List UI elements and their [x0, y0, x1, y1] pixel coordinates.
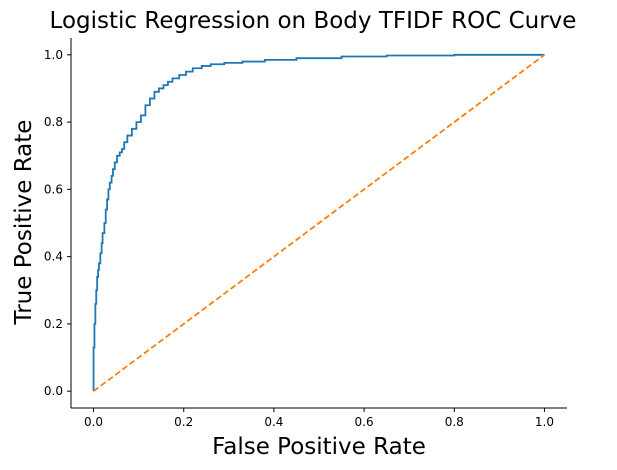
x-tick-label: 0.4 — [264, 415, 283, 429]
x-tick-label: 0.6 — [355, 415, 374, 429]
chance-diagonal-line — [93, 54, 545, 392]
plot-area — [92, 53, 545, 392]
y-tick-label: 1.0 — [44, 48, 63, 62]
y-tick-label: 0.0 — [44, 384, 63, 398]
x-tick-label: 1.0 — [535, 415, 554, 429]
axes: 0.0 0.2 0.4 0.6 0.8 1.0 0.0 0.2 0.4 0.6 0.8 1.0 — [44, 38, 567, 429]
x-tick-label: 0.2 — [174, 415, 193, 429]
y-tick-label: 0.4 — [44, 250, 63, 264]
y-tick-label: 0.8 — [44, 115, 63, 129]
y-axis-label: True Positive Rate — [11, 120, 37, 326]
x-axis-label: False Positive Rate — [212, 434, 426, 460]
x-tick-label: 0.8 — [445, 415, 464, 429]
y-tick-label: 0.6 — [44, 182, 63, 196]
chart-title: Logistic Regression on Body TFIDF ROC Cu… — [50, 8, 577, 34]
x-tick-label: 0.0 — [84, 415, 103, 429]
roc-curve-line — [92, 53, 545, 392]
y-tick-label: 0.2 — [44, 317, 63, 331]
